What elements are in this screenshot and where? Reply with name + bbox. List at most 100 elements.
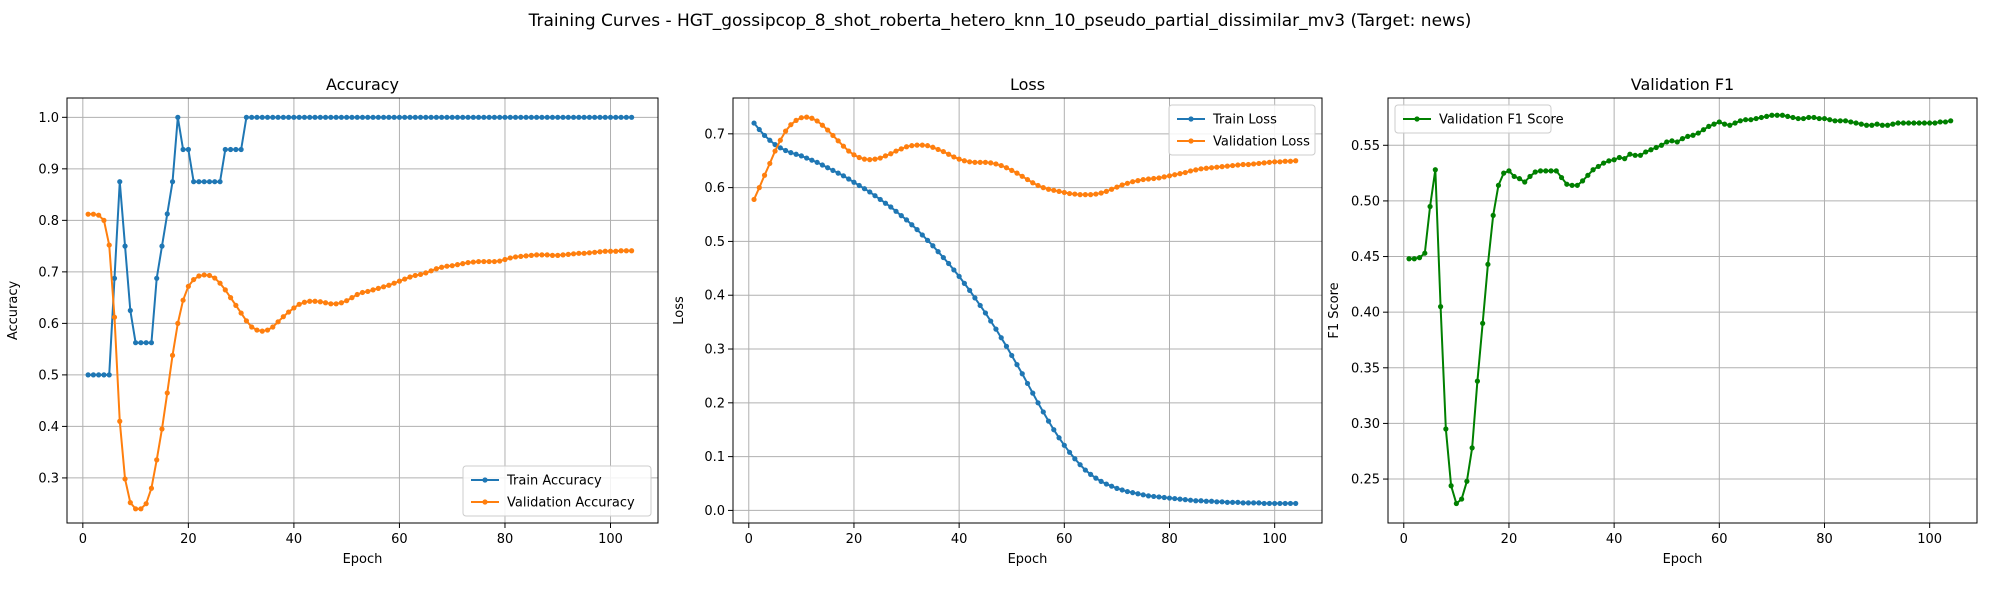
chart-0-series-1-point-11 [143, 501, 149, 507]
chart-2-legend-box [1394, 104, 1552, 134]
chart-2-series-0-point-21 [1516, 176, 1523, 182]
chart-1-series-1-point-44 [982, 159, 989, 165]
chart-1-series-1-point-83 [1187, 168, 1194, 174]
chart-1-series-0-point-34 [930, 243, 936, 249]
chart-1-series-1-point-34 [930, 144, 936, 150]
chart-1-series-0-point-43 [977, 302, 983, 309]
chart-0-series-0-point-6 [117, 179, 123, 185]
chart-1-series-1-point-43 [977, 159, 983, 165]
chart-0-series-1-point-43 [312, 298, 318, 304]
chart-0-series-1-point-51 [354, 291, 360, 298]
chart-0-series-1-point-15 [164, 390, 170, 396]
chart-2-series-0-point-63 [1737, 118, 1743, 124]
chart-0-series-0-point-7 [122, 243, 128, 249]
chart-2-series-0-point-15 [1485, 261, 1491, 267]
chart-0-series-1-point-97 [597, 249, 603, 255]
chart-2-ytick-label-6: 0.55 [1351, 139, 1380, 154]
chart-2-series-0-point-49 [1664, 139, 1670, 145]
chart-0-series-1-point-59 [396, 278, 403, 284]
chart-0-series-1-point-58 [391, 280, 397, 286]
chart-0-series-1-point-35 [270, 324, 276, 330]
chart-1-series-0-line [753, 122, 1296, 505]
chart-1-series-0-point-3 [767, 137, 773, 143]
chart-0-series-0-point-19 [185, 146, 191, 153]
chart-0-series-0-point-63 [417, 114, 424, 120]
chart-0-series-1-point-14 [159, 426, 165, 432]
chart-1-series-1-point-72 [1130, 179, 1136, 185]
chart-0-series-1-point-83 [523, 253, 529, 259]
chart-0-series-1-point-67 [439, 264, 445, 270]
chart-0-series-1-point-26 [222, 287, 228, 293]
chart-1-series-0-point-47 [998, 335, 1004, 341]
chart-2-xtick-label-5: 100 [1917, 532, 1942, 547]
chart-1-series-0-point-70 [1119, 487, 1125, 493]
chart-2-series-0-point-87 [1863, 122, 1870, 128]
chart-1-ytick-label-2: 0.2 [704, 396, 725, 411]
chart-0-series-1-point-40 [296, 301, 302, 307]
chart-0-series-1-point-56 [381, 284, 387, 290]
chart-1-series-0-point-61 [1072, 456, 1078, 462]
chart-0-series-0-point-90 [560, 114, 566, 120]
chart-1-series-1-point-15 [830, 132, 836, 139]
chart-1-series-1-point-100 [1277, 159, 1283, 165]
chart-1-series-0-point-73 [1135, 491, 1141, 497]
chart-0-series-0-point-84 [528, 114, 534, 120]
chart-0-legend-label-1: Validation Accuracy [507, 496, 635, 511]
chart-1-series-0-point-14 [825, 165, 831, 171]
chart-0-series-0-point-48 [338, 114, 344, 120]
chart-1-ytick-label-0: 0.0 [704, 504, 725, 519]
chart-0-series-0-point-91 [565, 114, 571, 120]
chart-1-series-0-point-53 [1030, 390, 1036, 396]
chart-0-series-1-point-91 [565, 251, 571, 257]
chart-1-series-1-point-37 [946, 151, 952, 157]
chart-1-series-1-point-70 [1119, 182, 1125, 188]
chart-0-series-1-point-65 [428, 268, 434, 274]
chart-0-series-1-point-29 [238, 310, 244, 316]
chart-1-series-0-point-46 [993, 326, 999, 332]
chart-1-series-1-point-64 [1088, 192, 1094, 198]
chart-1-series-1-point-17 [840, 143, 847, 149]
chart-1-series-0-point-84 [1193, 498, 1199, 504]
chart-1-ytick-label-4: 0.4 [704, 289, 725, 304]
chart-2-series-0-point-0 [1406, 256, 1412, 262]
chart-0-series-0-point-61 [407, 114, 413, 120]
chart-1-series-1-point-29 [903, 144, 910, 150]
chart-1-series-1-point-96 [1256, 160, 1262, 167]
chart-1-series-1-point-6 [782, 128, 789, 134]
chart-2-series-0-point-33 [1579, 178, 1586, 184]
chart-1-series-1-point-94 [1245, 161, 1251, 168]
chart-1-series-1-point-23 [872, 156, 878, 162]
chart-0-xtick-label-1: 20 [180, 532, 197, 547]
chart-2-series-0-point-10 [1459, 496, 1465, 502]
chart-0-series-0-point-75 [481, 114, 487, 120]
chart-0-series-0-point-30 [243, 114, 250, 120]
chart-1-series-1-point-31 [914, 142, 920, 148]
chart-2-series-0-point-3 [1422, 250, 1428, 256]
chart-2-series-0-point-1 [1411, 256, 1417, 262]
chart-1-series-0-point-58 [1056, 435, 1062, 441]
chart-0-series-0-point-67 [439, 114, 445, 120]
chart-2-series-0-point-53 [1685, 133, 1691, 139]
chart-2-series-0-point-36 [1595, 163, 1601, 170]
chart-2-ytick-label-2: 0.35 [1351, 361, 1380, 376]
chart-0-series-1-point-28 [233, 302, 239, 308]
chart-1-series-1-point-63 [1082, 192, 1088, 198]
chart-0-series-1-point-47 [333, 301, 339, 307]
chart-0-series-0-point-88 [549, 114, 556, 120]
chart-1-series-1-point-92 [1235, 162, 1241, 168]
chart-1-series-0-point-78 [1161, 494, 1167, 501]
chart-1-series-0-point-12 [814, 159, 820, 165]
chart-0-series-0-point-16 [169, 179, 176, 185]
chart-0-series-1-point-50 [349, 295, 355, 301]
chart-2-xtick-label-4: 80 [1816, 532, 1833, 547]
chart-1-series-0-point-103 [1293, 500, 1299, 507]
chart-1-series-0-point-25 [882, 200, 889, 206]
chart-1-series-0-point-23 [872, 193, 878, 199]
chart-1-series-0-point-40 [961, 280, 967, 286]
chart-1-series-1-point-85 [1198, 166, 1204, 172]
chart-0-series-0-point-93 [576, 114, 582, 120]
chart-1-title: Loss [1010, 75, 1045, 94]
chart-0-series-0-point-82 [518, 114, 524, 120]
chart-0-series-0-point-44 [317, 114, 323, 120]
